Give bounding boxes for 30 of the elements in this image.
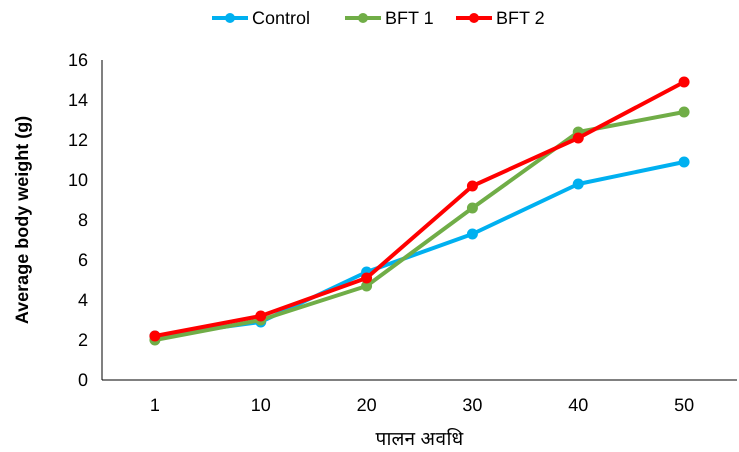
point [572,178,584,190]
point [466,180,478,192]
x-axis-title: पालन अवधि [375,427,464,450]
y-axis-title: Average body weight (g) [12,116,32,324]
point [678,106,690,118]
x-tick-label: 40 [568,395,588,415]
point [572,132,584,144]
x-tick-label: 1 [150,395,160,415]
point [678,156,690,168]
legend-label: BFT 2 [496,8,545,28]
y-tick-label: 6 [78,250,88,270]
y-tick-label: 0 [78,370,88,390]
x-tick-label: 20 [356,395,377,415]
legend-label: Control [252,8,310,28]
point [361,272,372,284]
y-tick-label: 4 [78,290,88,310]
point [255,310,266,322]
x-tick-label: 50 [674,395,694,415]
y-tick-label: 2 [78,330,88,350]
y-tick-label: 8 [78,210,88,230]
y-tick-label: 10 [68,170,88,190]
x-tick-label: 10 [250,395,271,415]
y-tick-label: 14 [68,90,88,110]
legend-label: BFT 1 [385,8,434,28]
x-tick-label: 30 [462,395,482,415]
point [466,228,478,240]
point [466,202,478,214]
y-tick-label: 12 [68,130,88,150]
y-tick-label: 16 [68,50,88,70]
point [678,76,690,88]
